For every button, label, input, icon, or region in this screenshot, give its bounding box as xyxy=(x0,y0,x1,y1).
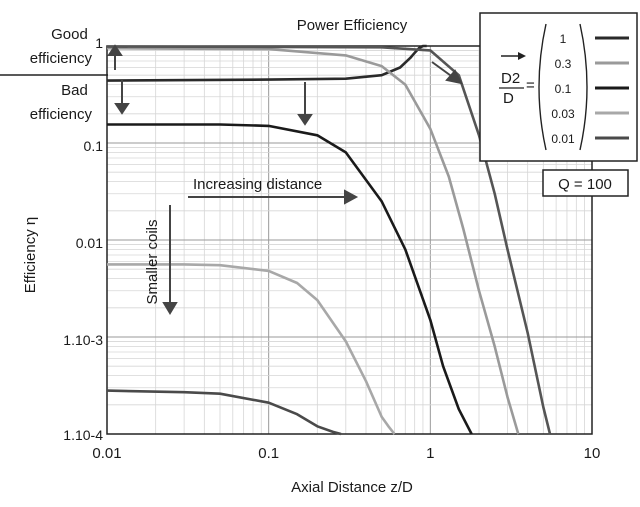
legend-title-equals: = xyxy=(526,77,535,94)
legend-title-denominator: D xyxy=(503,90,514,107)
legend-right-paren xyxy=(579,23,588,151)
legend-entry-label: 0.01 xyxy=(551,132,575,146)
series-line-2 xyxy=(106,46,520,435)
q-box-frame xyxy=(542,169,629,197)
series-line-5 xyxy=(106,389,342,436)
smaller-coils-arrowhead xyxy=(162,302,178,315)
x-tick-label: 10 xyxy=(584,445,601,462)
good-label-line1: Good xyxy=(51,26,88,43)
q-label: Q = 100 xyxy=(558,176,612,193)
y-tick-label: 0.01 xyxy=(76,235,103,251)
y-axis-label: Efficiency η xyxy=(22,217,39,293)
series-line-6 xyxy=(106,45,552,435)
legend-left-paren xyxy=(538,23,547,151)
increasing-distance-arrowhead xyxy=(344,189,359,205)
tick-labels: 0.01 0.1 1 10 1 0.1 0.01 1.10-3 1.10-4 xyxy=(63,35,600,462)
legend-pointer-arrowhead xyxy=(445,69,463,85)
legend-entry-label: 0.1 xyxy=(555,82,572,96)
series-line-1 xyxy=(106,44,427,82)
good-label-line2: efficiency xyxy=(30,50,93,67)
legend-entry-label: 0.03 xyxy=(551,107,575,121)
legend-title-numerator: D2 xyxy=(501,70,520,87)
y-tick-label: 1.10-3 xyxy=(63,332,103,348)
x-tick-label: 0.01 xyxy=(92,445,121,462)
legend-entry-label: 0.3 xyxy=(555,57,572,71)
good-arrowhead xyxy=(107,44,123,56)
bad-label-line2: efficiency xyxy=(30,106,93,123)
good-efficiency-label: Good efficiency xyxy=(30,26,93,67)
legend: D2 D = 1 0.3 0.1 0.03 0.01 xyxy=(479,12,638,162)
bad-label-line1: Bad xyxy=(61,82,88,99)
bad-efficiency-label: Bad efficiency xyxy=(30,82,93,123)
x-axis-label: Axial Distance z/D xyxy=(291,479,413,496)
smaller-coils-label: Smaller coils xyxy=(144,219,161,304)
increasing-distance-label: Increasing distance xyxy=(193,176,322,193)
series-line-3 xyxy=(107,123,473,435)
bad-arrowhead xyxy=(114,103,130,115)
y-tick-label: 0.1 xyxy=(84,138,104,154)
x-tick-label: 0.1 xyxy=(258,445,279,462)
y-tick-label: 1.10-4 xyxy=(63,427,103,443)
x-tick-label: 1 xyxy=(426,445,434,462)
series-layer xyxy=(106,44,552,436)
q-box: Q = 100 xyxy=(542,169,629,197)
legend-entry-label: 1 xyxy=(560,32,567,46)
y-tick-label: 1 xyxy=(95,35,103,51)
legend-entries: 1 0.3 0.1 0.03 0.01 xyxy=(551,32,629,146)
series-line-4 xyxy=(107,263,396,435)
chart-title: Power Efficiency xyxy=(297,17,408,34)
legend-title-overbar-arrow xyxy=(518,52,526,60)
curve-drop-arrowhead xyxy=(297,114,313,126)
grid xyxy=(106,46,592,435)
